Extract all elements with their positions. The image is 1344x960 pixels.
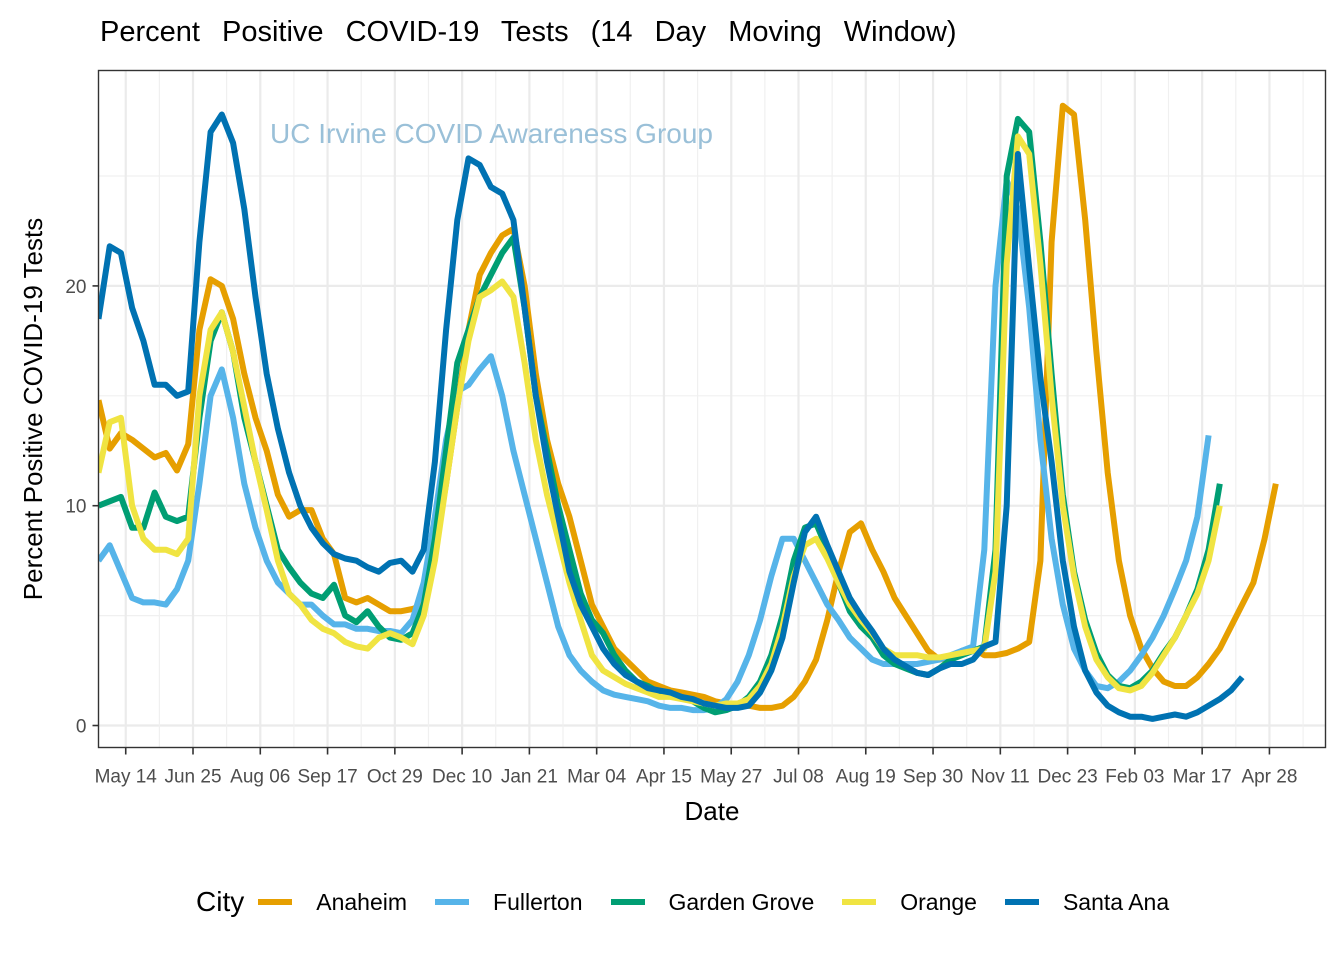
legend-item-santa-ana: Santa Ana bbox=[1004, 888, 1170, 916]
series-line-orange bbox=[98, 133, 1223, 709]
legend-item-garden-grove: Garden Grove bbox=[610, 888, 815, 916]
x-tick-label: May 27 bbox=[700, 767, 762, 788]
x-tick-label: Jun 25 bbox=[164, 767, 221, 788]
chart-annotation: UC Irvine COVID Awareness Group bbox=[270, 118, 713, 149]
x-axis-title: Date bbox=[685, 796, 740, 826]
legend-item-anaheim: Anaheim bbox=[258, 889, 407, 916]
y-tick-label: 10 bbox=[65, 497, 86, 518]
x-tick-label: Apr 28 bbox=[1241, 767, 1297, 788]
legend-item-orange: Orange bbox=[842, 889, 977, 916]
x-axis: May 14 Jun 25 Aug 06 Sep 17 Oct 29 Dec 10 Jan … bbox=[95, 747, 1297, 788]
x-tick-label: Jan 21 bbox=[501, 767, 558, 788]
legend-label: Fullerton bbox=[493, 888, 583, 915]
legend-label: Garden Grove bbox=[668, 888, 815, 915]
legend-title: City bbox=[196, 886, 245, 917]
legend-swatch bbox=[258, 899, 293, 905]
series-line-fullerton bbox=[98, 177, 1212, 714]
x-tick-label: Nov 11 bbox=[971, 767, 1030, 788]
series-line-anaheim bbox=[98, 102, 1279, 711]
plot-border bbox=[97, 69, 1327, 749]
x-tick-label: Sep 17 bbox=[297, 767, 357, 788]
legend-swatch bbox=[842, 899, 877, 905]
legend-label: Santa Ana bbox=[1062, 888, 1170, 915]
y-axis: 0 10 20 bbox=[65, 277, 99, 738]
x-tick-label: Dec 10 bbox=[432, 767, 492, 788]
x-tick-label: Oct 29 bbox=[367, 767, 423, 788]
x-tick-label: May 14 bbox=[95, 767, 158, 788]
x-tick-label: Dec 23 bbox=[1038, 767, 1098, 788]
x-tick-label: Jul 08 bbox=[773, 767, 824, 788]
x-tick-label: Sep 30 bbox=[903, 767, 963, 788]
legend: City Anaheim Fullerton Garden Grove Orange S… bbox=[196, 886, 1197, 918]
x-tick-label: Feb 03 bbox=[1105, 767, 1164, 788]
legend-swatch bbox=[1004, 899, 1039, 905]
y-tick-label: 0 bbox=[76, 717, 87, 738]
legend-label: Anaheim bbox=[316, 888, 408, 915]
x-tick-label: Apr 15 bbox=[636, 767, 692, 788]
y-axis-title: Percent Positive COVID-19 Tests bbox=[18, 218, 48, 600]
legend-item-fullerton: Fullerton bbox=[435, 888, 583, 916]
legend-swatch bbox=[435, 899, 470, 905]
x-tick-label: Aug 06 bbox=[230, 767, 290, 788]
x-tick-label: Mar 04 bbox=[567, 767, 627, 788]
x-tick-label: Mar 17 bbox=[1173, 767, 1232, 788]
y-tick-label: 20 bbox=[65, 277, 86, 298]
series-line-santa-ana bbox=[98, 111, 1245, 722]
legend-label: Orange bbox=[900, 888, 977, 915]
series-lines bbox=[98, 102, 1279, 722]
x-tick-label: Aug 19 bbox=[836, 767, 896, 788]
legend-swatch bbox=[610, 899, 645, 905]
chart-title: Percent Positive COVID-19 Tests (14 Day … bbox=[100, 16, 957, 48]
